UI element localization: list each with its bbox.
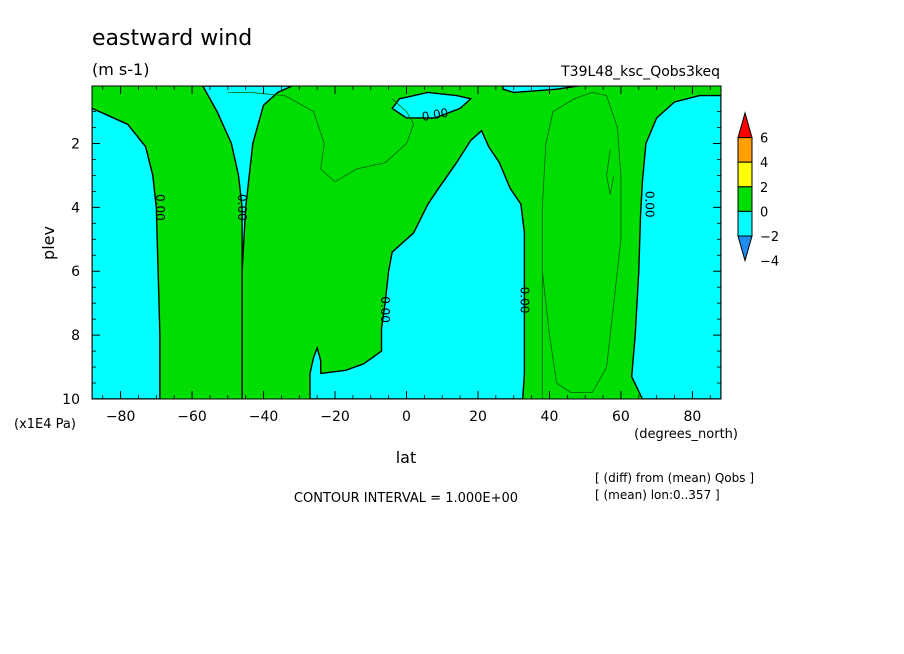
colorbar-box bbox=[737, 161, 753, 188]
y-tick-label: 8 bbox=[71, 328, 80, 344]
thin-contours bbox=[227, 91, 622, 399]
zero-contour-labels: 0.00 0.00 0.00 0.00 0.00 0.00 bbox=[153, 106, 657, 323]
contour-fill-regions bbox=[92, 80, 721, 399]
y-axis-ticks: 2 4 6 8 10 bbox=[62, 111, 721, 408]
region-negative-sh-mid bbox=[201, 86, 293, 399]
colorbar-label: −4 bbox=[760, 255, 779, 270]
contour-interval: CONTOUR INTERVAL = 1.000E+00 bbox=[294, 491, 518, 506]
note-diff: [ (diff) from (mean) Qobs ] bbox=[595, 471, 754, 485]
run-name: T39L48_ksc_Qobs3keq bbox=[560, 64, 720, 80]
x-tick-label: 0 bbox=[402, 409, 411, 425]
colorbar-label: −2 bbox=[760, 230, 779, 245]
thin-contour-0 bbox=[227, 92, 415, 183]
jet-band-1 bbox=[360, 80, 474, 83]
chart-units: (m s-1) bbox=[92, 60, 149, 79]
x-tick-label: 20 bbox=[469, 409, 487, 425]
y-tick-label: 6 bbox=[71, 264, 80, 280]
colorbar-box bbox=[737, 137, 753, 163]
colorbar-label: 6 bbox=[760, 132, 768, 147]
colorbar-bottom-arrow bbox=[737, 235, 753, 263]
zero-label-5: 0.00 bbox=[421, 106, 450, 124]
colorbar-label: 2 bbox=[760, 181, 768, 196]
colorbar: 6 4 2 0 −2 −4 bbox=[737, 111, 779, 270]
region-negative-tropics bbox=[309, 129, 526, 399]
x-tick-label: −40 bbox=[249, 409, 279, 425]
y-tick-label: 10 bbox=[62, 392, 80, 408]
x-axis-label: lat bbox=[396, 448, 417, 467]
y-axis-label: plev bbox=[39, 226, 58, 260]
x-tick-label: −80 bbox=[106, 409, 136, 425]
y-tick-label: 2 bbox=[71, 136, 80, 152]
x-tick-label: 60 bbox=[612, 409, 630, 425]
x-tick-label: −20 bbox=[320, 409, 350, 425]
x-axis-units: (degrees_north) bbox=[634, 427, 738, 442]
colorbar-box bbox=[737, 210, 753, 237]
region-negative-sh-polar bbox=[92, 107, 161, 399]
thin-contour-2 bbox=[606, 149, 615, 195]
colorbar-label: 4 bbox=[760, 156, 768, 171]
zero-label-1: 0.00 bbox=[235, 194, 249, 221]
zero-label-4: 0.00 bbox=[643, 191, 657, 218]
note-mean: [ (mean) lon:0..357 ] bbox=[595, 488, 720, 502]
colorbar-label: 0 bbox=[760, 205, 768, 220]
jet-band-0 bbox=[351, 80, 483, 85]
colorbar-box bbox=[737, 186, 753, 212]
y-tick-label: 4 bbox=[71, 200, 80, 216]
x-tick-label: 40 bbox=[541, 409, 559, 425]
colorbar-top-arrow bbox=[737, 111, 753, 139]
y-axis-units: (x1E4 Pa) bbox=[14, 417, 76, 432]
jet-band-2 bbox=[369, 80, 466, 82]
x-tick-label: 80 bbox=[683, 409, 701, 425]
region-positive-jet bbox=[342, 80, 492, 86]
zero-label-3: 0.00 bbox=[517, 287, 531, 314]
x-axis-ticks: −80 −60 −40 −20 0 20 40 60 80 bbox=[102, 86, 711, 425]
region-negative-upper-right bbox=[502, 86, 579, 94]
x-tick-label: −60 bbox=[177, 409, 207, 425]
thin-contour-1 bbox=[541, 91, 622, 399]
upper-jet-detail bbox=[351, 80, 483, 85]
region-negative-upper-cap bbox=[391, 91, 473, 119]
region-negative-nh-polar bbox=[630, 94, 721, 399]
chart-title: eastward wind bbox=[92, 26, 252, 51]
zero-label-2: 0.00 bbox=[378, 296, 392, 323]
zero-label-0: 0.00 bbox=[153, 194, 167, 221]
